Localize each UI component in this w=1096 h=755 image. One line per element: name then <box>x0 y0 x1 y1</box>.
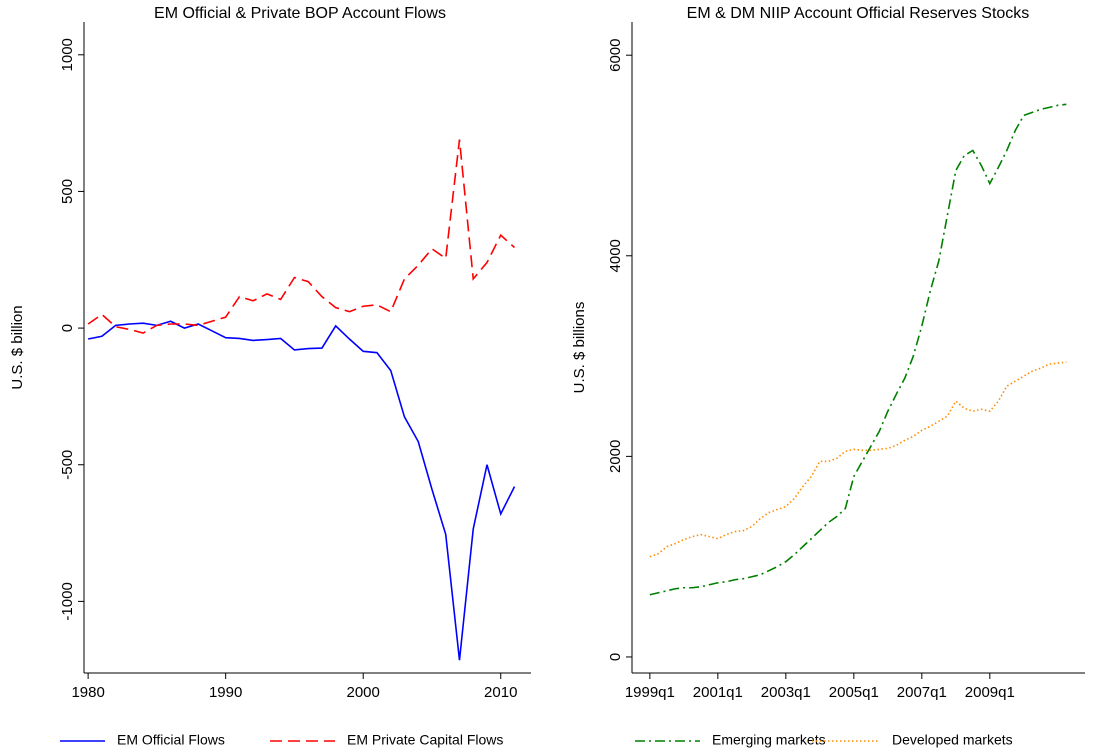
x-tick-label: 2010 <box>484 684 517 701</box>
chart-title: EM Official & Private BOP Account Flows <box>154 5 446 22</box>
x-tick-label: 1980 <box>71 684 104 701</box>
y-tick-label: 2000 <box>607 440 624 473</box>
x-tick-label: 2009q1 <box>965 684 1015 701</box>
y-tick-label: 6000 <box>607 39 624 72</box>
x-tick-label: 2000 <box>347 684 380 701</box>
data-line <box>87 320 516 661</box>
y-tick-label: -1000 <box>59 582 76 620</box>
legend-label: Developed markets <box>892 732 1013 748</box>
y-tick-label: -500 <box>59 450 76 480</box>
chart-title: EM & DM NIIP Account Official Reserves S… <box>687 5 1030 22</box>
y-tick-label: 4000 <box>607 239 624 272</box>
x-tick-label: 1990 <box>209 684 242 701</box>
y-axis-title: U.S. $ billions <box>571 302 588 394</box>
y-axis-title: U.S. $ billion <box>9 305 26 389</box>
y-tick-label: 0 <box>607 653 624 661</box>
x-tick-label: 2001q1 <box>693 684 743 701</box>
y-tick-label: 1000 <box>59 38 76 71</box>
legend-label: Emerging markets <box>712 732 826 748</box>
x-tick-label: 2003q1 <box>761 684 811 701</box>
x-tick-label: 2005q1 <box>829 684 879 701</box>
y-tick-label: 500 <box>59 179 76 204</box>
x-tick-label: 1999q1 <box>625 684 675 701</box>
data-line <box>649 103 1067 596</box>
data-line <box>87 139 516 334</box>
legend-label: EM Official Flows <box>117 732 225 748</box>
y-tick-label: 0 <box>59 324 76 332</box>
data-line <box>649 361 1067 558</box>
x-tick-label: 2007q1 <box>897 684 947 701</box>
legend-label: EM Private Capital Flows <box>347 732 503 748</box>
